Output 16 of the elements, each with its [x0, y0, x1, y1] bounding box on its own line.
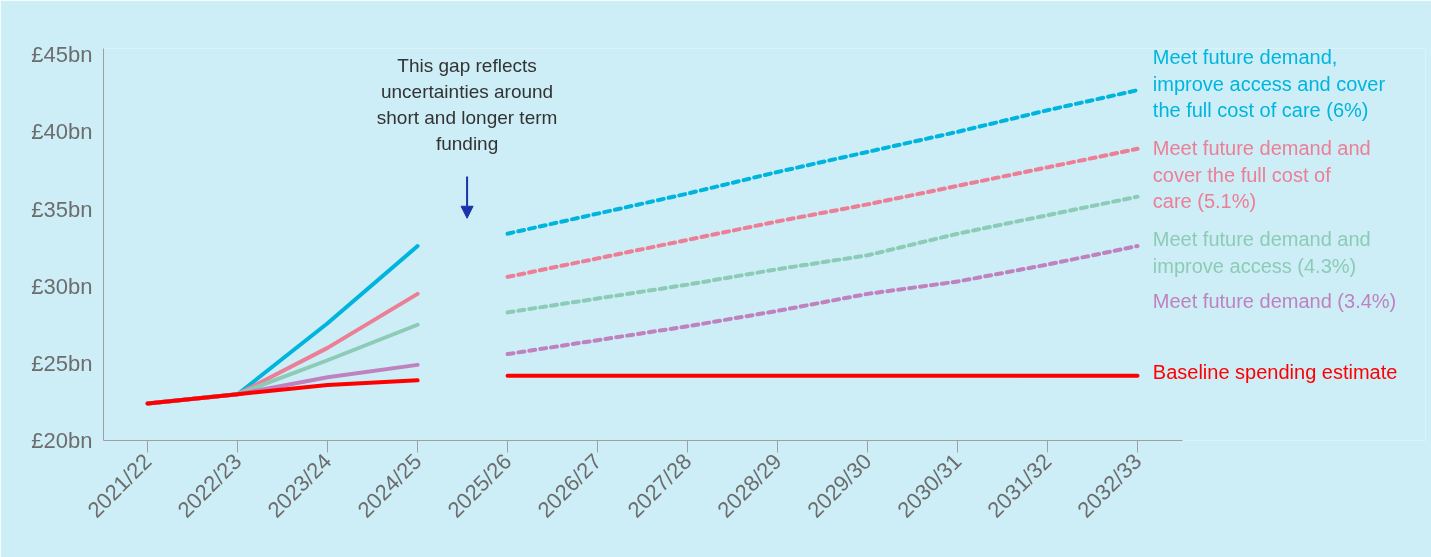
annotation: This gap reflects uncertainties around short and longer term funding — [376, 54, 558, 155]
y-tick-label: £35bn — [31, 196, 93, 222]
y-tick-label: £25bn — [31, 350, 93, 376]
text: Meet future demand (3.4%) — [1152, 290, 1397, 313]
y-tick-label: £30bn — [31, 273, 93, 299]
series-label: Baseline spending estimate — [1152, 361, 1398, 384]
line-series — [145, 378, 420, 406]
series-label: Meet future demand and improve access (4.3%) — [1152, 228, 1371, 277]
line-series — [505, 244, 1140, 357]
y-tick-label: £45bn — [31, 42, 93, 68]
line-series — [505, 146, 1140, 279]
y-tick-label: £20bn — [31, 428, 93, 453]
series-label: Meet future demand and cover the full cost of care (5.1%) — [1152, 137, 1371, 213]
y-tick-label: £40bn — [31, 119, 93, 145]
line-series — [505, 194, 1140, 315]
series-label: Meet future demand, improve access and cover the full cost of care (6%) — [1152, 46, 1386, 121]
